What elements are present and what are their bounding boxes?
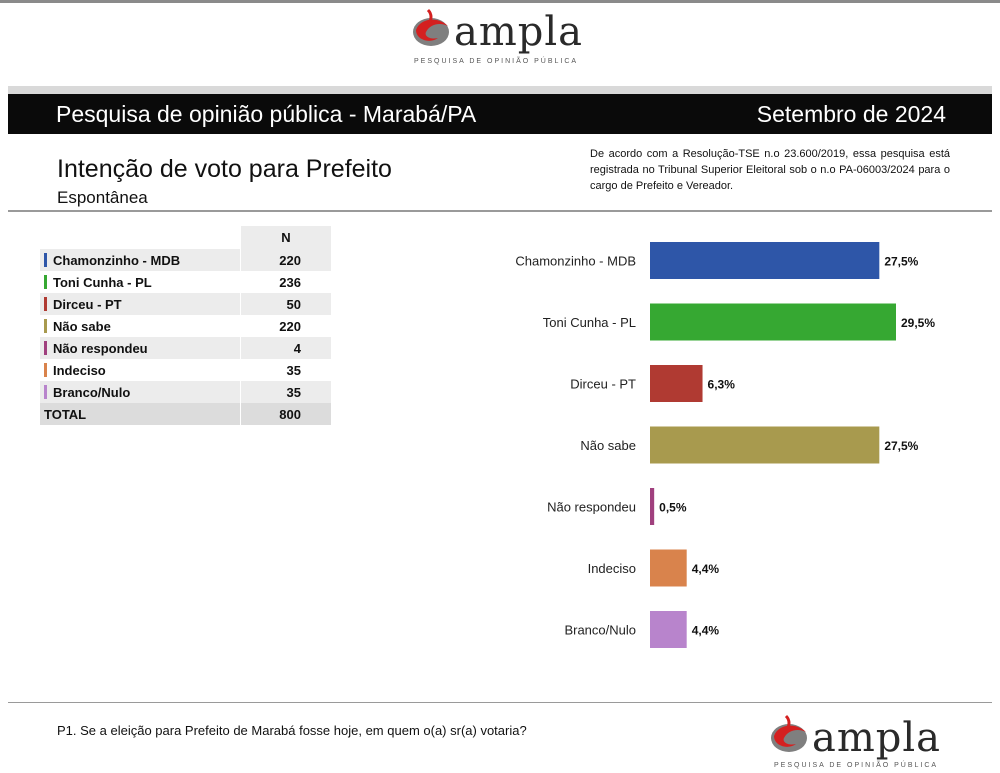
question-footnote: P1. Se a eleição para Prefeito de Marabá… <box>57 723 527 738</box>
page-title: Intenção de voto para Prefeito <box>57 155 392 183</box>
bar-0 <box>650 242 880 279</box>
table-row-name: Não respondeu <box>40 337 241 359</box>
table-row-count: 236 <box>240 271 331 293</box>
value-label: 4,4% <box>692 624 720 638</box>
value-label: 4,4% <box>692 562 720 576</box>
ampla-logo-top: ampla PESQUISA DE OPINIÃO PÚBLICA <box>410 6 590 66</box>
row-color-marker <box>44 252 47 267</box>
table-row: Não respondeu 4 <box>40 337 331 359</box>
table-row-name: Não sabe <box>40 315 241 337</box>
row-label: Chamonzinho - MDB <box>53 252 181 268</box>
bar-5 <box>650 549 687 587</box>
row-label: Branco/Nulo <box>53 384 131 400</box>
row-label: Toni Cunha - PL <box>53 274 152 290</box>
table-row-name: Indeciso <box>40 359 241 381</box>
bar-2 <box>650 365 703 402</box>
row-color-marker <box>44 340 47 355</box>
category-label: Toni Cunha - PL <box>543 315 636 330</box>
value-label: 27,5% <box>884 255 918 269</box>
ampla-swirl-icon <box>413 8 449 46</box>
category-label: Não sabe <box>580 438 636 453</box>
total-count: 800 <box>240 403 331 425</box>
bar-4 <box>650 488 655 525</box>
category-label: Indeciso <box>588 561 636 576</box>
header-band <box>8 86 992 94</box>
footer-divider <box>8 702 992 703</box>
row-color-marker <box>44 296 47 311</box>
table-header-blank <box>40 226 241 249</box>
category-label: Branco/Nulo <box>564 623 636 638</box>
row-color-marker <box>44 384 47 399</box>
vote-intention-bar-chart: Chamonzinho - MDB 27,5% Toni Cunha - PL 29,… <box>515 242 935 648</box>
table-row-name: Toni Cunha - PL <box>40 271 241 293</box>
divider <box>8 210 992 212</box>
table-row: Toni Cunha - PL 236 <box>40 271 331 293</box>
table-row-name: Dirceu - PT <box>40 293 241 315</box>
table-row-count: 50 <box>240 293 331 315</box>
bar-6 <box>650 611 687 648</box>
row-color-marker <box>44 362 47 377</box>
table-row-count: 35 <box>240 359 331 381</box>
ampla-tagline: PESQUISA DE OPINIÃO PÚBLICA <box>774 762 939 769</box>
header-survey-title: Pesquisa de opinião pública - Marabá/PA <box>56 100 477 127</box>
table-row-name: Chamonzinho - MDB <box>40 249 241 271</box>
ampla-wordmark: ampla <box>454 9 584 55</box>
top-rule <box>0 0 1000 3</box>
table-row: Chamonzinho - MDB 220 <box>40 249 331 271</box>
tse-registration-notice: De acordo com a Resolução-TSE n.o 23.600… <box>590 148 950 192</box>
total-label: TOTAL <box>40 403 241 425</box>
table-header-n: N <box>240 226 331 249</box>
counts-table: N Chamonzinho - MDB 220 Toni Cunha - PL 236… <box>40 226 331 425</box>
row-label: Indeciso <box>53 362 106 378</box>
row-color-marker <box>44 318 47 333</box>
category-label: Não respondeu <box>547 500 636 515</box>
table-row-count: 4 <box>240 337 331 359</box>
row-label: Dirceu - PT <box>53 296 122 312</box>
value-label: 29,5% <box>901 316 935 330</box>
value-label: 6,3% <box>708 378 736 392</box>
ampla-tagline: PESQUISA DE OPINIÃO PÚBLICA <box>414 58 579 65</box>
bar-1 <box>650 303 896 341</box>
table-row-name: Branco/Nulo <box>40 381 241 403</box>
row-label: Não sabe <box>53 318 111 334</box>
table-row: Indeciso 35 <box>40 359 331 381</box>
header-bar: Pesquisa de opinião pública - Marabá/PA … <box>8 94 992 134</box>
table-row-count: 35 <box>240 381 331 403</box>
table-row-count: 220 <box>240 249 331 271</box>
value-label: 27,5% <box>884 439 918 453</box>
value-label: 0,5% <box>659 501 687 515</box>
ampla-wordmark: ampla <box>812 715 942 761</box>
table-row: Dirceu - PT 50 <box>40 293 331 315</box>
row-color-marker <box>44 274 47 289</box>
page-subtitle: Espontânea <box>57 188 148 207</box>
row-label: Não respondeu <box>53 340 148 356</box>
table-row: Branco/Nulo 35 <box>40 381 331 403</box>
ampla-swirl-icon <box>771 714 807 752</box>
bar-3 <box>650 426 880 464</box>
table-row: Não sabe 220 <box>40 315 331 337</box>
header-date: Setembro de 2024 <box>756 100 946 127</box>
category-label: Chamonzinho - MDB <box>515 254 636 269</box>
table-row-count: 220 <box>240 315 331 337</box>
table-total-row: TOTAL 800 <box>40 403 331 425</box>
category-label: Dirceu - PT <box>570 377 636 392</box>
ampla-logo-bottom: ampla PESQUISA DE OPINIÃO PÚBLICA <box>768 712 948 772</box>
